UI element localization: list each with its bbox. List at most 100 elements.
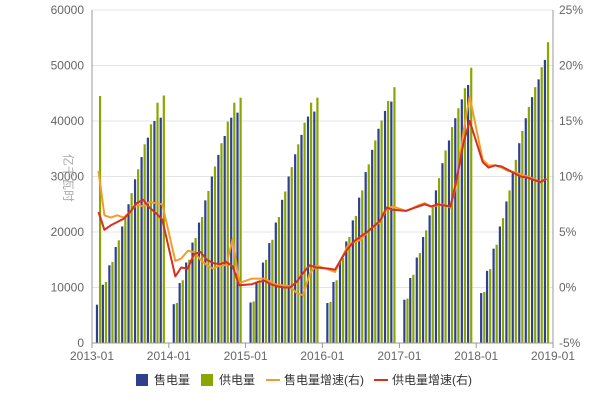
bar-supply (546, 42, 550, 343)
x-tick-label: 2018-01 (454, 349, 498, 363)
bar-sales (210, 176, 213, 343)
bar-sales (511, 173, 514, 343)
y-left-tick-label: 0 (77, 336, 84, 350)
bar-sales (492, 248, 495, 343)
bar-sales (95, 304, 99, 343)
bar-supply (450, 127, 454, 343)
bar-supply (239, 97, 242, 343)
bar-sales (409, 278, 412, 343)
y-left-tick-label: 50000 (51, 59, 85, 73)
bar-supply (387, 101, 390, 344)
bar-sales (371, 149, 374, 343)
bar-sales (358, 197, 361, 343)
bar-supply (514, 159, 517, 343)
bar-supply (226, 121, 229, 344)
bar-supply (162, 95, 165, 343)
bar-sales (428, 215, 431, 343)
y-right-tick-label: 0% (559, 281, 577, 295)
line-layer (97, 95, 547, 297)
bar-sales (543, 59, 547, 343)
bar-sales (185, 262, 188, 343)
y-left-tick-label: 40000 (51, 114, 85, 128)
bar-supply (463, 88, 467, 343)
bar-supply (233, 102, 236, 343)
bar-sales (332, 281, 335, 343)
legend-swatch-bar (201, 374, 213, 386)
y-left-tick-label: 60000 (51, 3, 85, 17)
axis-layer: 0 -5% 10000 0% 20000 5% 30000 10% 40000 15% 50000 2… (51, 3, 584, 363)
bar-supply (521, 130, 524, 343)
bar-supply (111, 261, 114, 343)
bar-supply (444, 150, 447, 343)
bar-supply (130, 193, 133, 343)
bar-supply (495, 244, 498, 343)
bar-sales (249, 302, 252, 343)
bar-supply (335, 280, 338, 343)
bar-supply (181, 280, 184, 343)
bar-supply (412, 274, 415, 343)
bar-layer (95, 42, 550, 344)
bar-sales (415, 257, 418, 343)
bar-supply (277, 217, 281, 343)
bar-supply (316, 97, 319, 343)
bar-supply (104, 281, 108, 343)
bar-supply (329, 301, 332, 343)
bar-supply (258, 280, 261, 343)
bar-supply (310, 102, 313, 343)
bar-sales (191, 242, 194, 343)
bar-sales (364, 172, 367, 343)
y-left-tick-label: 10000 (51, 281, 85, 295)
bar-supply (354, 215, 358, 343)
bar-supply (534, 87, 537, 344)
y-right-tick-label: -5% (559, 336, 581, 350)
line-supply-growth (97, 120, 547, 289)
y-right-tick-label: 15% (559, 114, 583, 128)
y-right-tick-label: 5% (559, 225, 577, 239)
bar-supply (284, 191, 287, 343)
bar-sales (178, 283, 181, 343)
bar-supply (425, 230, 428, 343)
legend-label: 供电量 (219, 373, 255, 387)
bar-supply (527, 107, 530, 343)
bar-sales (505, 201, 508, 343)
bar-sales (351, 220, 354, 343)
bar-sales (441, 163, 444, 343)
x-tick-label: 2015-01 (224, 349, 268, 363)
line-sales-growth (97, 95, 547, 297)
y-right-tick-label: 20% (559, 59, 583, 73)
bar-sales (518, 143, 521, 343)
bar-sales (498, 226, 502, 343)
bar-sales (300, 134, 303, 343)
bar-supply (540, 67, 543, 343)
bar-sales (159, 117, 162, 343)
legend-label: 售电量 (154, 372, 190, 387)
bar-sales (172, 304, 175, 343)
bar-sales (281, 199, 284, 343)
bar-sales (422, 236, 425, 343)
bar-supply (143, 144, 146, 343)
bar-supply (367, 164, 370, 343)
bar-sales (153, 121, 156, 343)
bar-supply (252, 301, 255, 343)
bar-sales (140, 157, 143, 343)
bar-sales (447, 140, 451, 343)
x-tick-label: 2014-01 (147, 349, 191, 363)
bar-supply (290, 167, 293, 343)
bar-sales (274, 222, 277, 343)
x-tick-label: 2017-01 (377, 349, 421, 363)
bar-sales (345, 241, 348, 343)
bar-sales (326, 303, 329, 343)
bar-supply (470, 67, 473, 343)
bar-sales (467, 84, 470, 344)
bar-supply (418, 253, 421, 343)
bar-supply (220, 143, 223, 343)
bar-sales (236, 112, 239, 343)
legend-swatch-bar (136, 374, 148, 386)
bar-sales (217, 154, 220, 343)
legend-label: 供电量增速(右) (392, 372, 472, 387)
bar-supply (348, 236, 351, 343)
bar-supply (431, 207, 434, 343)
bar-supply (508, 190, 511, 343)
